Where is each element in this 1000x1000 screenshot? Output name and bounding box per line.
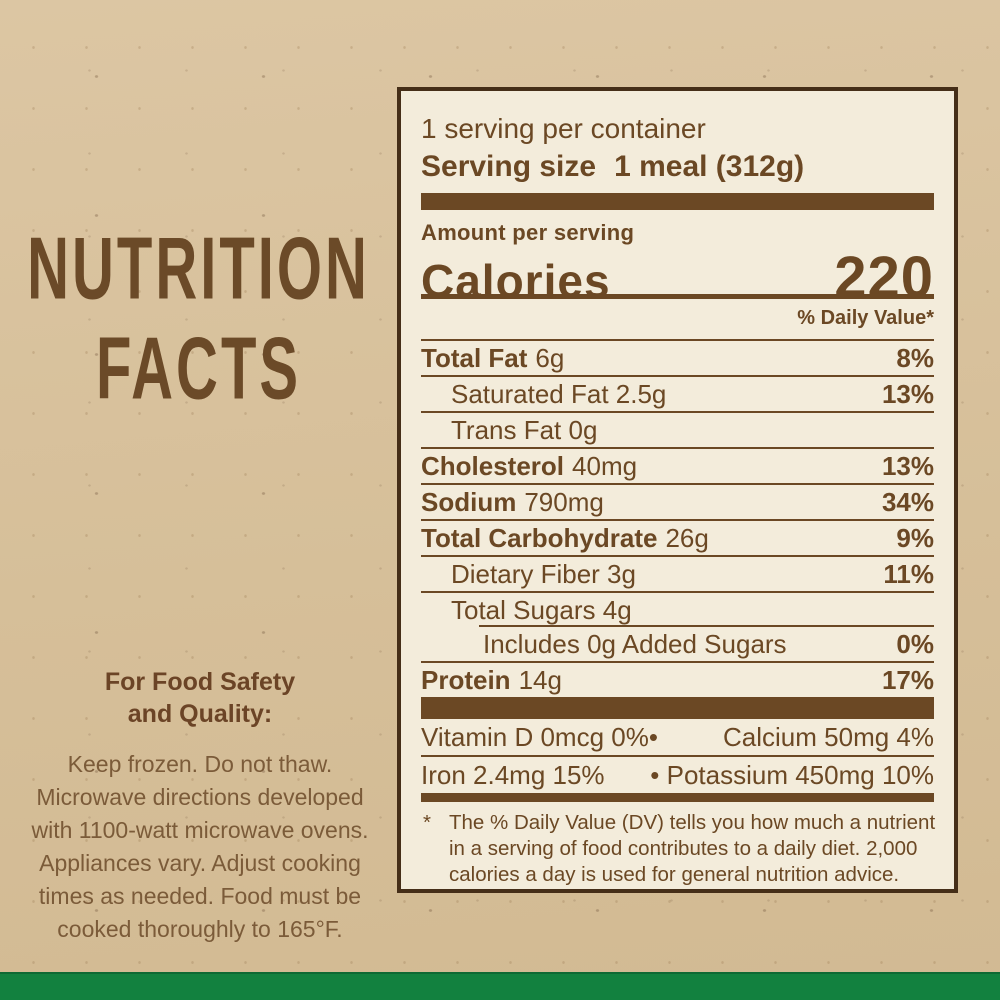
nutrient-row-protein: Protein 14g 17% — [421, 661, 934, 697]
food-safety-line: Appliances vary. Adjust cooking — [39, 850, 361, 876]
nutrient-amount: 790mg — [524, 486, 604, 517]
nutrient-row-total-fat: Total Fat 6g 8% — [421, 339, 934, 375]
nutrient-dv: 0% — [896, 628, 934, 659]
servings-per-container: 1 serving per container — [421, 113, 706, 144]
food-safety-line: Microwave directions developed — [36, 784, 364, 810]
nutrition-panel: 1 serving per container Serving size 1 m… — [397, 87, 958, 893]
food-safety-heading: For Food Safety and Quality: — [12, 666, 388, 730]
calories-rule — [421, 294, 934, 299]
nutrient-row-total-carbohydrate: Total Carbohydrate 26g 9% — [421, 519, 934, 555]
nutrient-dv: 13% — [881, 378, 934, 409]
nutrient-row-sodium: Sodium 790mg 34% — [421, 483, 934, 519]
nutrient-rows: Total Fat 6g 8% Saturated Fat 2.5g 13% T… — [421, 339, 934, 697]
nutrition-facts-headline: NUTRITION FACTS — [0, 218, 397, 419]
nutrient-amount: Saturated Fat 2.5g — [451, 378, 667, 409]
nutrient-amount: 6g — [535, 342, 565, 373]
nutrient-amount: Includes 0g Added Sugars — [483, 628, 787, 659]
nutrient-row-added-sugars: Includes 0g Added Sugars 0% — [421, 625, 934, 661]
food-safety-text: Keep frozen. Do not thaw. Microwave dire… — [12, 748, 388, 946]
nutrient-name: Sodium — [421, 486, 517, 517]
serving-size-row: Serving size 1 meal (312g) — [421, 147, 934, 187]
calories-label: Calories — [421, 255, 611, 307]
nutrient-dv: 17% — [881, 664, 934, 695]
bottom-green-stripe — [0, 972, 1000, 1000]
nutrient-dv: 8% — [896, 342, 934, 373]
footnote-line: calories a day is used for general nutri… — [449, 863, 900, 886]
nutrient-name: Protein — [421, 664, 511, 695]
divider-medium — [421, 793, 934, 802]
nutrient-amount: Trans Fat 0g — [451, 414, 598, 445]
food-safety-line: Keep frozen. Do not thaw. — [67, 751, 333, 777]
nutrient-amount: 40mg — [572, 450, 638, 481]
nutrient-dv: 9% — [896, 522, 934, 553]
nutrient-row-dietary-fiber: Dietary Fiber 3g 11% — [421, 555, 934, 591]
nutrient-name: Total Carbohydrate — [421, 522, 658, 553]
nutrient-amount: Dietary Fiber 3g — [451, 558, 636, 589]
nutrient-row-trans-fat: Trans Fat 0g — [421, 411, 934, 447]
micronutrient-row-1: Vitamin D 0mcg 0%• Calcium 50mg 4% — [421, 719, 934, 755]
serving-size-label: Serving size — [421, 150, 597, 183]
food-safety-heading-line-2: and Quality: — [127, 700, 273, 728]
nutrient-row-total-sugars: Total Sugars 4g — [421, 591, 934, 627]
nutrient-amount: Total Sugars 4g — [451, 594, 632, 625]
nutrient-amount: 14g — [518, 664, 562, 695]
daily-value-header: % Daily Value* — [797, 307, 934, 329]
iron-value: Iron 2.4mg 15% — [421, 759, 605, 790]
nutrient-row-cholesterol: Cholesterol 40mg 13% — [421, 447, 934, 483]
serving-size-value: 1 meal (312g) — [614, 150, 805, 183]
calories-row: Calories 220 — [421, 244, 934, 310]
micronutrient-row-2: Iron 2.4mg 15% • Potassium 450mg 10% — [421, 755, 934, 793]
divider-thick-mid — [421, 697, 934, 719]
nutrient-name: Cholesterol — [421, 450, 565, 481]
food-safety-heading-line-1: For Food Safety — [104, 668, 296, 696]
headline-line-1: NUTRITION — [27, 219, 370, 319]
footnote-line: The % Daily Value (DV) tells you how muc… — [449, 811, 936, 834]
nutrient-dv: 34% — [881, 486, 934, 517]
nutrient-row-saturated-fat: Saturated Fat 2.5g 13% — [421, 375, 934, 411]
food-safety-line: with 1100-watt microwave ovens. — [31, 817, 369, 843]
potassium-value: • Potassium 450mg 10% — [650, 759, 934, 790]
nutrient-dv: 11% — [883, 558, 934, 589]
nutrient-amount: 26g — [665, 522, 709, 553]
amount-per-serving-label: Amount per serving — [421, 220, 635, 245]
food-safety-block: For Food Safety and Quality: Keep frozen… — [12, 666, 388, 946]
calories-value: 220 — [834, 245, 934, 310]
food-safety-line: times as needed. Food must be — [38, 883, 362, 909]
headline-line-2: FACTS — [95, 319, 302, 419]
food-safety-line: cooked thoroughly to 165°F. — [57, 916, 343, 942]
footnote-text: The % Daily Value (DV) tells you how muc… — [449, 810, 935, 888]
calcium-value: Calcium 50mg 4% — [723, 721, 934, 752]
footnote-marker: * — [423, 811, 431, 834]
daily-value-footnote: * The % Daily Value (DV) tells you how m… — [421, 802, 935, 888]
nutrient-name: Total Fat — [421, 342, 528, 373]
divider-thick-top — [421, 193, 934, 210]
nutrient-dv: 13% — [881, 450, 934, 481]
vitamin-d-value: Vitamin D 0mcg 0%• — [421, 721, 658, 752]
footnote-line: in a serving of food contributes to a da… — [449, 837, 918, 860]
